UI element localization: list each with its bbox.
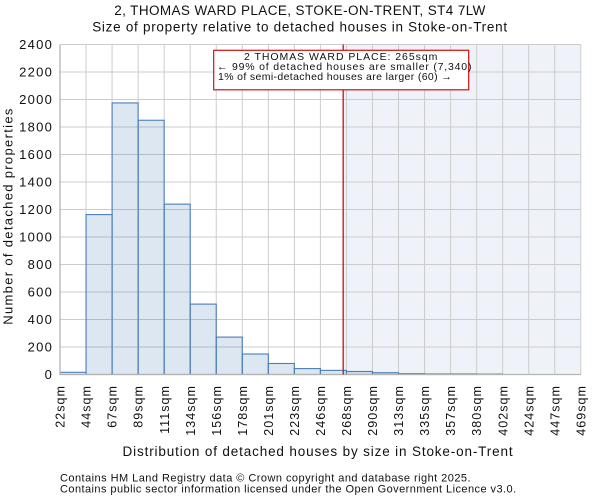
svg-text:2, THOMAS WARD PLACE, STOKE-ON: 2, THOMAS WARD PLACE, STOKE-ON-TRENT, ST… bbox=[114, 3, 486, 18]
svg-text:246sqm: 246sqm bbox=[314, 385, 328, 436]
svg-text:22sqm: 22sqm bbox=[54, 385, 68, 428]
svg-text:89sqm: 89sqm bbox=[132, 385, 146, 428]
svg-text:600: 600 bbox=[28, 285, 54, 300]
svg-text:268sqm: 268sqm bbox=[340, 385, 354, 436]
svg-text:800: 800 bbox=[28, 257, 54, 272]
svg-text:111sqm: 111sqm bbox=[158, 385, 172, 434]
svg-text:134sqm: 134sqm bbox=[184, 385, 198, 436]
svg-text:67sqm: 67sqm bbox=[106, 385, 120, 428]
svg-text:1000: 1000 bbox=[19, 230, 53, 245]
svg-text:Contains HM Land Registry data: Contains HM Land Registry data © Crown c… bbox=[60, 473, 471, 485]
svg-text:357sqm: 357sqm bbox=[444, 385, 458, 436]
svg-text:1600: 1600 bbox=[19, 147, 53, 162]
svg-text:Distribution of detached house: Distribution of detached houses by size … bbox=[123, 444, 514, 459]
svg-text:223sqm: 223sqm bbox=[288, 385, 302, 436]
svg-text:469sqm: 469sqm bbox=[574, 385, 588, 436]
svg-text:313sqm: 313sqm bbox=[392, 385, 406, 436]
svg-text:1% of semi-detached houses are: 1% of semi-detached houses are larger (6… bbox=[218, 71, 452, 83]
svg-text:290sqm: 290sqm bbox=[366, 385, 380, 436]
svg-text:400: 400 bbox=[28, 312, 54, 327]
svg-text:2200: 2200 bbox=[19, 65, 53, 80]
svg-text:Contains public sector informa: Contains public sector information licen… bbox=[60, 484, 517, 496]
svg-text:200: 200 bbox=[28, 340, 54, 355]
svg-text:335sqm: 335sqm bbox=[418, 385, 432, 436]
svg-text:156sqm: 156sqm bbox=[210, 385, 224, 436]
svg-text:0: 0 bbox=[45, 367, 54, 382]
svg-text:424sqm: 424sqm bbox=[522, 385, 536, 436]
svg-text:Size of property relative to d: Size of property relative to detached ho… bbox=[92, 20, 508, 35]
svg-text:1800: 1800 bbox=[19, 120, 53, 135]
svg-text:44sqm: 44sqm bbox=[80, 385, 94, 428]
svg-text:2 THOMAS WARD PLACE: 265sqm: 2 THOMAS WARD PLACE: 265sqm bbox=[244, 51, 438, 63]
svg-text:Number of detached properties: Number of detached properties bbox=[1, 107, 16, 325]
svg-text:201sqm: 201sqm bbox=[262, 385, 276, 436]
svg-text:447sqm: 447sqm bbox=[548, 385, 562, 436]
svg-text:402sqm: 402sqm bbox=[496, 385, 510, 436]
svg-text:2400: 2400 bbox=[19, 37, 53, 52]
svg-text:1200: 1200 bbox=[19, 202, 53, 217]
svg-text:← 99% of detached houses are s: ← 99% of detached houses are smaller (7,… bbox=[217, 61, 472, 73]
svg-text:178sqm: 178sqm bbox=[236, 385, 250, 436]
svg-text:1400: 1400 bbox=[19, 175, 53, 190]
svg-text:2000: 2000 bbox=[19, 92, 53, 107]
svg-text:380sqm: 380sqm bbox=[470, 385, 484, 436]
